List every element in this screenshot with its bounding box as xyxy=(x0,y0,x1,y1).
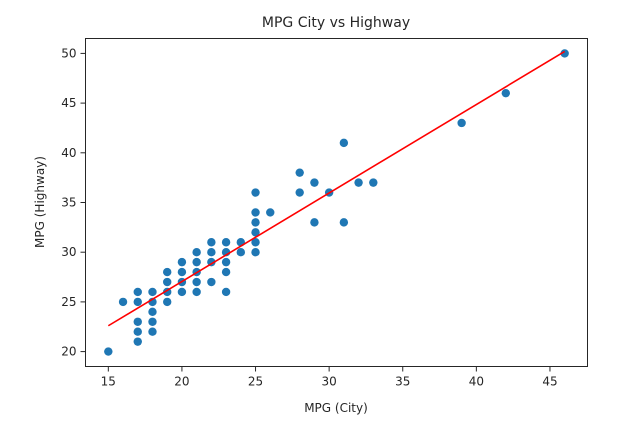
plot-area-frame xyxy=(85,38,588,367)
scatter-point xyxy=(236,247,246,257)
y-tick-label: 50 xyxy=(61,46,76,60)
scatter-point xyxy=(104,347,113,356)
scatter-point xyxy=(163,267,172,277)
x-tick-label: 45 xyxy=(542,375,557,389)
x-tick-label: 20 xyxy=(174,375,189,389)
scatter-point xyxy=(192,277,201,287)
scatter-point xyxy=(251,218,260,227)
scatter-point xyxy=(177,287,187,297)
scatter-point xyxy=(251,228,260,237)
scatter-point xyxy=(221,287,231,297)
scatter-point xyxy=(207,238,216,247)
scatter-point xyxy=(163,277,172,287)
scatter-point xyxy=(457,118,466,128)
scatter-point xyxy=(148,287,157,297)
scatter-point xyxy=(339,218,349,227)
scatter-point xyxy=(163,297,172,307)
scatter-point xyxy=(251,208,260,217)
scatter-point xyxy=(251,188,260,197)
y-tick-label: 45 xyxy=(61,96,76,110)
scatter-point xyxy=(221,267,231,277)
x-tick-label: 40 xyxy=(469,375,484,389)
regression-line xyxy=(107,50,566,327)
scatter-point xyxy=(295,188,304,197)
scatter-point xyxy=(339,138,349,148)
fit-line-group xyxy=(107,50,566,327)
y-axis-label: MPG (Highway) xyxy=(33,156,47,248)
x-tick-label: 25 xyxy=(248,375,263,389)
y-tick-label: 40 xyxy=(61,146,76,160)
scatter-point xyxy=(354,178,363,187)
scatter-point xyxy=(133,337,142,346)
scatter-point xyxy=(310,178,319,187)
scatter-points xyxy=(104,49,569,356)
chart-title: MPG City vs Highway xyxy=(262,15,410,31)
scatter-point xyxy=(251,238,260,247)
scatter-point xyxy=(266,208,275,217)
x-tick-label: 35 xyxy=(395,375,410,389)
scatter-point xyxy=(501,88,510,98)
scatter-point xyxy=(133,327,142,336)
x-tick-label: 30 xyxy=(321,375,336,389)
y-axis: 20 25 30 35 40 45 50 xyxy=(61,46,86,359)
scatter-point xyxy=(118,297,128,307)
y-tick-label: 35 xyxy=(61,196,76,210)
scatter-point xyxy=(560,49,569,58)
scatter-point xyxy=(192,257,201,267)
scatter-point xyxy=(207,277,216,287)
scatter-point xyxy=(207,247,216,257)
y-tick-label: 20 xyxy=(61,345,76,359)
scatter-point xyxy=(192,287,201,297)
scatter-point xyxy=(148,317,157,326)
scatter-point xyxy=(295,168,304,177)
scatter-point xyxy=(221,238,231,247)
x-axis: 15 20 25 30 35 40 45 xyxy=(101,366,558,389)
y-tick-label: 30 xyxy=(61,245,76,259)
scatter-point xyxy=(148,327,157,336)
scatter-point xyxy=(310,218,319,227)
scatter-point xyxy=(369,178,378,187)
scatter-point xyxy=(221,257,231,267)
x-tick-label: 15 xyxy=(101,375,116,389)
scatter-point xyxy=(133,287,142,297)
scatter-point xyxy=(148,307,157,317)
scatter-point xyxy=(177,257,187,267)
x-axis-label: MPG (City) xyxy=(304,401,368,415)
scatter-point xyxy=(251,247,260,257)
scatter-point xyxy=(177,267,187,277)
scatter-point xyxy=(133,317,142,326)
scatter-point xyxy=(133,297,142,307)
scatter-point xyxy=(192,247,201,257)
y-tick-label: 25 xyxy=(61,295,76,309)
